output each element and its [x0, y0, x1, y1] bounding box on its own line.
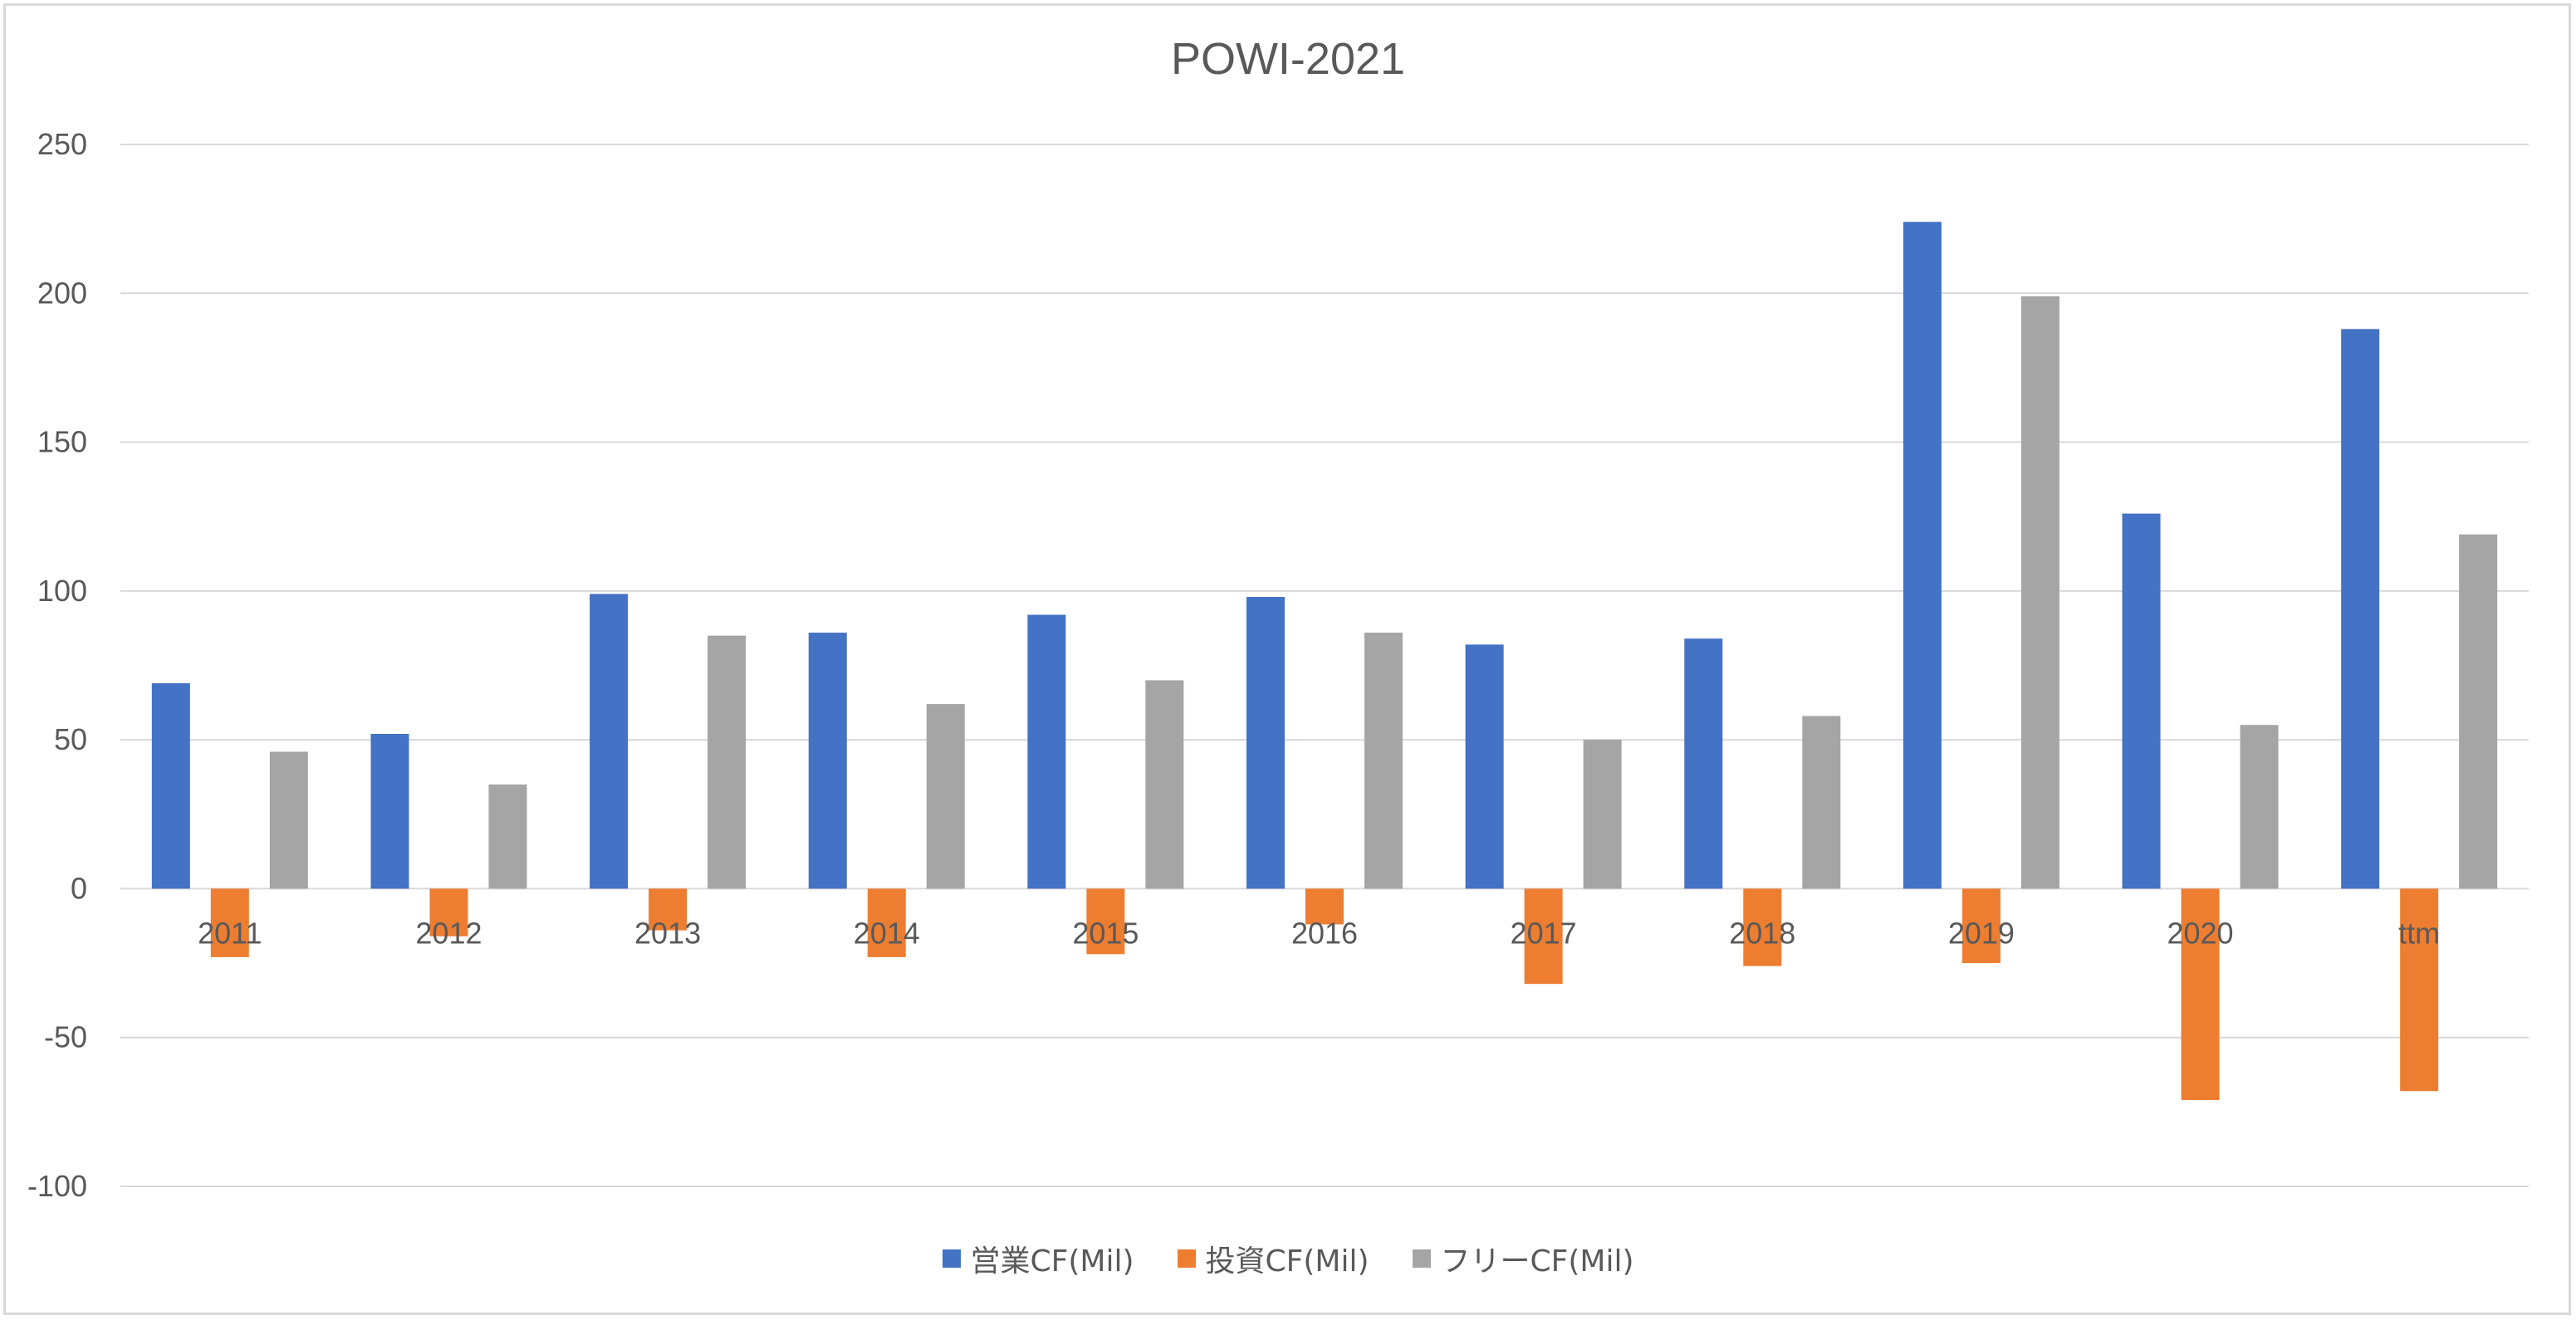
operating-cf-bar — [1246, 597, 1285, 889]
investing-cf-bar — [210, 888, 249, 957]
free-cf-bar — [269, 751, 308, 889]
legend-item-operating: 営業CF(Mil) — [942, 1237, 1134, 1280]
operating-cf-bar — [1903, 222, 1942, 889]
investing-cf-bar — [2400, 888, 2439, 1092]
free-cf-bar — [708, 635, 747, 889]
gridlines — [120, 144, 2529, 1187]
legend-label-operating: 営業CF(Mil) — [970, 1244, 1134, 1278]
investing-cf-bar — [1961, 888, 2001, 964]
legend-item-free: フリーCF(Mil) — [1412, 1237, 1634, 1280]
investing-cf-bar — [429, 888, 468, 936]
legend: 営業CF(Mil) 投資CF(Mil) フリーCF(Mil) — [0, 1237, 2576, 1280]
free-cf-bar — [1145, 680, 1184, 889]
investing-cf-bar — [867, 888, 906, 957]
legend-swatch-investing — [1177, 1249, 1196, 1268]
y-tick-label: -50 — [44, 1020, 87, 1054]
free-cf-bar — [926, 704, 965, 889]
y-tick-label: 0 — [71, 871, 87, 905]
operating-cf-bar — [808, 633, 847, 889]
operating-cf-bar — [370, 733, 409, 889]
legend-item-investing: 投資CF(Mil) — [1177, 1237, 1369, 1280]
operating-cf-bar — [2341, 329, 2380, 889]
free-cf-bar — [488, 784, 527, 889]
investing-cf-bar — [1086, 888, 1125, 955]
y-tick-label: 100 — [37, 574, 87, 608]
free-cf-bar — [2020, 296, 2059, 889]
legend-label-investing: 投資CF(Mil) — [1205, 1244, 1369, 1278]
operating-cf-bar — [1027, 614, 1066, 889]
legend-label-free: フリーCF(Mil) — [1440, 1244, 1634, 1278]
investing-cf-bar — [1305, 888, 1344, 925]
x-tick-label: 2011 — [198, 916, 262, 950]
free-cf-bar — [2459, 534, 2498, 889]
x-axis-labels: 2011 2012 2013 2014 2015 2016 2017 2018 2019 2020… — [198, 916, 2440, 950]
y-axis-labels: 250 200 150 100 50 0 -50 -100 — [27, 127, 87, 1203]
operating-cf-bar — [1465, 644, 1504, 889]
investing-cf-bar — [1524, 888, 1563, 985]
chart-title: POWI-2021 — [1170, 34, 1406, 84]
free-cf-bar — [1802, 716, 1841, 889]
investing-cf-bar — [2181, 888, 2220, 1101]
y-tick-label: 250 — [37, 127, 87, 161]
operating-cf-bar — [1684, 638, 1723, 889]
free-cf-bar — [1364, 633, 1403, 889]
y-tick-label: 50 — [54, 722, 87, 756]
operating-cf-bar — [151, 683, 190, 889]
x-tick-label: 2013 — [634, 916, 701, 950]
x-tick-label: 2014 — [854, 916, 920, 950]
x-tick-label: 2018 — [1729, 916, 1795, 950]
operating-cf-bar — [2122, 513, 2161, 889]
x-tick-label: 2017 — [1511, 916, 1577, 950]
y-tick-label: 200 — [37, 276, 87, 310]
free-cf-bar — [1583, 740, 1622, 889]
legend-swatch-operating — [942, 1249, 961, 1268]
free-cf-bar — [2240, 725, 2279, 889]
x-tick-label: 2015 — [1072, 916, 1139, 950]
investing-cf-bar — [649, 888, 688, 931]
bars — [151, 222, 2498, 1101]
x-tick-label: 2016 — [1291, 916, 1358, 950]
legend-swatch-free — [1412, 1249, 1431, 1268]
y-tick-label: 150 — [37, 425, 87, 459]
x-tick-label: 2012 — [415, 916, 482, 950]
operating-cf-bar — [590, 594, 629, 889]
investing-cf-bar — [1743, 888, 1782, 966]
x-tick-label: 2020 — [2167, 916, 2233, 950]
x-tick-label: ttm — [2398, 916, 2440, 950]
y-tick-label: -100 — [27, 1169, 87, 1203]
x-tick-label: 2019 — [1948, 916, 2015, 950]
